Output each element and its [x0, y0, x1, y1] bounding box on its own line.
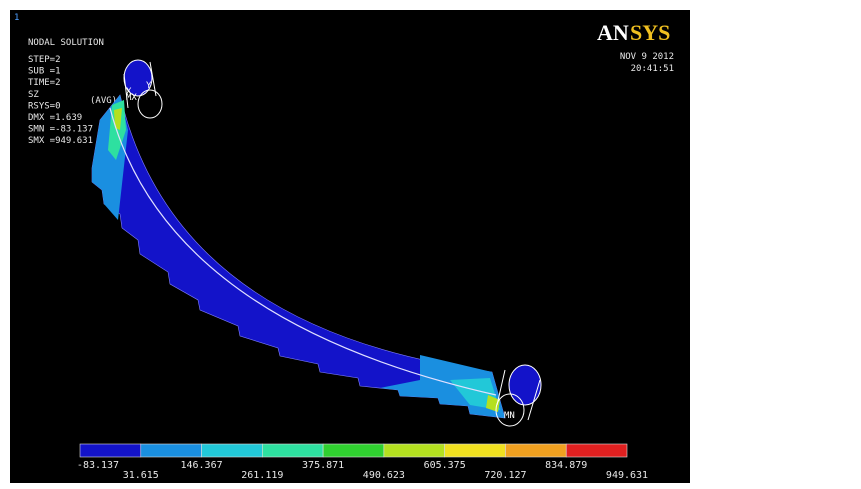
- legend-swatch: [80, 444, 141, 457]
- legend-label: 605.375: [424, 460, 466, 471]
- logo: AN SYS: [597, 20, 670, 45]
- legend-swatch: [445, 444, 506, 457]
- legend-swatch: [566, 444, 627, 457]
- legend-label: 834.879: [545, 460, 587, 471]
- logo-sys: SYS: [630, 20, 670, 45]
- info-line: SMN =-83.137: [28, 125, 93, 135]
- min-marker: MN: [504, 411, 515, 421]
- screenshot: 1 NODAL SOLUTION STEP=2 SUB =1TIME=2 SZRSY…: [0, 0, 861, 489]
- logo-an: AN: [597, 20, 629, 45]
- legend-swatch: [202, 444, 263, 457]
- legend-label: 31.615: [123, 470, 159, 481]
- legend-swatch: [262, 444, 323, 457]
- window-number: 1: [14, 13, 19, 23]
- page: {"window_number": "1", "info": {"title":…: [0, 0, 861, 489]
- legend-label: 261.119: [241, 470, 283, 481]
- legend-label: 375.871: [302, 460, 344, 471]
- legend-label: 949.631: [606, 470, 648, 481]
- info-line: SUB =1: [28, 67, 61, 77]
- info-line: SZ: [28, 90, 39, 100]
- legend-label: 720.127: [484, 470, 526, 481]
- info-line: DMX =1.639: [28, 113, 82, 123]
- info-title: NODAL SOLUTION: [28, 38, 104, 48]
- info-line: SMX =949.631: [28, 136, 93, 146]
- legend-swatch: [141, 444, 202, 457]
- time: 20:41:51: [631, 64, 674, 74]
- info-line: RSYS=0: [28, 101, 61, 111]
- date: NOV 9 2012: [620, 52, 674, 62]
- info-line: STEP=2: [28, 55, 61, 65]
- info-line: TIME=2: [28, 78, 61, 88]
- legend-label: 490.623: [363, 470, 405, 481]
- axis-y: Y: [146, 81, 152, 91]
- legend-swatch: [505, 444, 566, 457]
- legend-label: -83.137: [77, 460, 119, 471]
- legend-label: 146.367: [180, 460, 222, 471]
- graphics-window: [10, 10, 690, 483]
- legend-swatch: [384, 444, 445, 457]
- legend-swatch: [323, 444, 384, 457]
- max-marker: MX: [126, 93, 137, 103]
